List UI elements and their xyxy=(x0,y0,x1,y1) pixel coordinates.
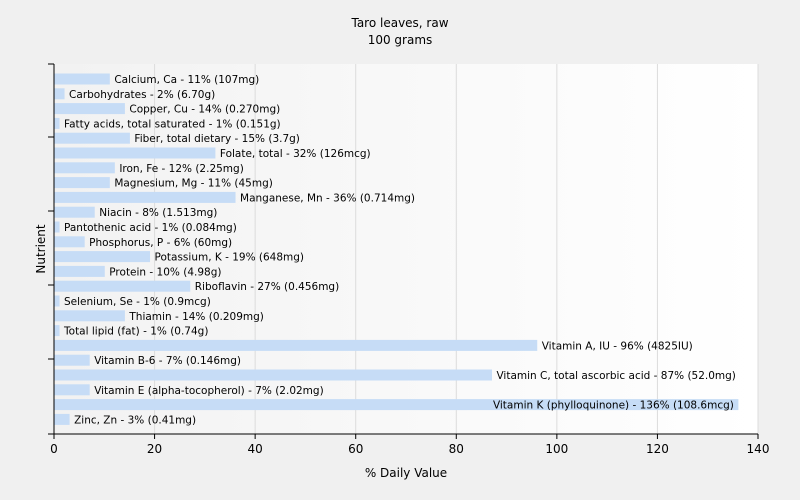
axes xyxy=(48,63,758,435)
bar xyxy=(54,88,65,100)
bar-label: Copper, Cu - 14% (0.270mg) xyxy=(129,104,280,116)
bar-label: Magnesium, Mg - 11% (45mg) xyxy=(114,178,273,190)
bar-label: Niacin - 8% (1.513mg) xyxy=(99,207,217,219)
bar xyxy=(54,236,85,248)
x-tick-label: 0 xyxy=(50,442,58,456)
bar-label: Calcium, Ca - 11% (107mg) xyxy=(114,74,259,86)
bar xyxy=(54,191,236,203)
bar-label: Vitamin E (alpha-tocopherol) - 7% (2.02m… xyxy=(94,385,324,397)
bar-label: Riboflavin - 27% (0.456mg) xyxy=(195,281,339,293)
bar-label: Zinc, Zn - 3% (0.41mg) xyxy=(74,414,196,426)
bar xyxy=(54,354,90,366)
x-ticks: 0 20 40 60 80 100 120 140 xyxy=(50,434,769,456)
bar xyxy=(54,132,130,144)
bar-label: Vitamin K (phylloquinone) - 136% (108.6m… xyxy=(493,400,734,412)
bars: Calcium, Ca - 11% (107mg) Carbohydrates -… xyxy=(54,73,739,426)
bar xyxy=(54,369,492,381)
bar-label: Total lipid (fat) - 1% (0.74g) xyxy=(63,326,208,338)
bar xyxy=(54,73,110,85)
bar-label: Protein - 10% (4.98g) xyxy=(109,266,221,278)
bar-label: Folate, total - 32% (126mcg) xyxy=(220,148,371,160)
chart-subtitle: 100 grams xyxy=(368,33,433,47)
bar xyxy=(54,103,125,115)
bar xyxy=(54,221,60,233)
bar-label: Fatty acids, total saturated - 1% (0.151… xyxy=(64,118,281,130)
bar-label: Fiber, total dietary - 15% (3.7g) xyxy=(134,133,299,145)
bar-label: Vitamin B-6 - 7% (0.146mg) xyxy=(94,355,241,367)
bar xyxy=(54,265,105,277)
y-axis-label: Nutrient xyxy=(34,224,48,274)
x-tick-label: 20 xyxy=(147,442,162,456)
bar-label: Vitamin A, IU - 96% (4825IU) xyxy=(542,340,693,352)
bar xyxy=(54,251,151,263)
bar xyxy=(54,295,60,307)
x-axis-label: % Daily Value xyxy=(365,466,447,480)
x-tick-label: 100 xyxy=(545,442,568,456)
bar xyxy=(54,147,216,159)
bar xyxy=(54,325,60,337)
bar-label: Thiamin - 14% (0.209mg) xyxy=(128,311,264,323)
bar-label: Potassium, K - 19% (648mg) xyxy=(155,252,305,264)
x-tick-label: 80 xyxy=(449,442,464,456)
grid-lines xyxy=(154,64,759,434)
bar xyxy=(54,117,60,129)
chart-title: Taro leaves, raw xyxy=(350,16,448,30)
bar xyxy=(54,177,110,189)
bar xyxy=(54,413,70,425)
bar xyxy=(54,339,538,351)
x-tick-label: 40 xyxy=(248,442,263,456)
bar-label: Selenium, Se - 1% (0.9mcg) xyxy=(64,296,211,308)
bar-label: Iron, Fe - 12% (2.25mg) xyxy=(119,163,243,175)
bar xyxy=(54,280,191,292)
x-tick-label: 120 xyxy=(646,442,669,456)
x-tick-label: 60 xyxy=(348,442,363,456)
bar xyxy=(54,399,739,411)
bar xyxy=(54,310,125,322)
bar-label: Phosphorus, P - 6% (60mg) xyxy=(89,237,232,249)
bar-label: Vitamin C, total ascorbic acid - 87% (52… xyxy=(496,370,735,382)
bar xyxy=(54,384,90,396)
bar xyxy=(54,206,95,218)
bar-label: Manganese, Mn - 36% (0.714mg) xyxy=(240,192,415,204)
bar-label: Pantothenic acid - 1% (0.084mg) xyxy=(64,222,237,234)
bar-label: Carbohydrates - 2% (6.70g) xyxy=(69,89,215,101)
bar xyxy=(54,162,115,174)
x-tick-label: 140 xyxy=(747,442,770,456)
